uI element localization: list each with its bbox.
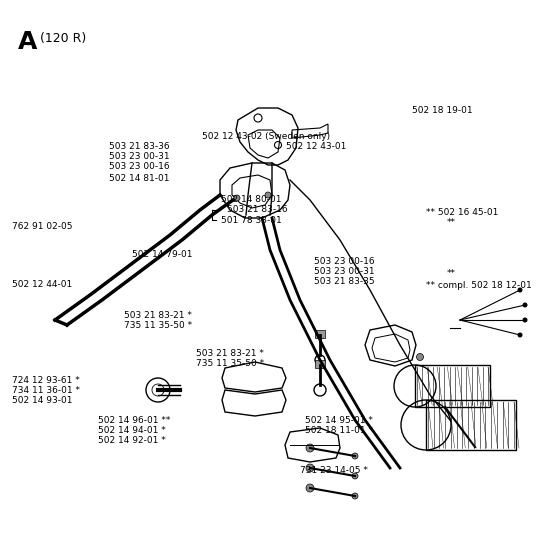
- Text: 502 18 19-01: 502 18 19-01: [412, 106, 472, 115]
- Bar: [315, 330, 325, 338]
- Text: 503 21 83-36: 503 21 83-36: [109, 142, 170, 151]
- Text: 502 12 44-01: 502 12 44-01: [12, 280, 73, 289]
- Text: 503 23 00-31: 503 23 00-31: [314, 267, 374, 276]
- Circle shape: [352, 453, 358, 459]
- Text: **: **: [447, 269, 456, 278]
- Text: 502 12 43-01: 502 12 43-01: [286, 142, 346, 151]
- Circle shape: [306, 464, 314, 472]
- Bar: [415, 365, 490, 407]
- Circle shape: [265, 192, 271, 198]
- Text: 502 14 81-01: 502 14 81-01: [109, 174, 170, 183]
- Text: 502 14 80-01: 502 14 80-01: [221, 195, 282, 204]
- Text: (120 R): (120 R): [40, 32, 86, 45]
- Circle shape: [234, 195, 240, 201]
- Text: 503 23 00-16: 503 23 00-16: [109, 162, 170, 171]
- Text: 502 14 95-01 *: 502 14 95-01 *: [305, 416, 373, 425]
- Text: 502 14 79-01: 502 14 79-01: [132, 250, 192, 259]
- Text: A: A: [18, 30, 38, 54]
- Text: 501 78 33-01: 501 78 33-01: [221, 216, 282, 225]
- Bar: [315, 360, 325, 368]
- Text: 503 21 83-16: 503 21 83-16: [227, 206, 288, 214]
- Text: 503 21 83-21 *: 503 21 83-21 *: [124, 311, 192, 320]
- Text: 503 23 00-31: 503 23 00-31: [109, 152, 170, 161]
- Circle shape: [352, 493, 358, 499]
- Text: ** 502 16 45-01: ** 502 16 45-01: [426, 208, 498, 217]
- Circle shape: [522, 302, 528, 307]
- Text: 734 11 36-01 *: 734 11 36-01 *: [12, 386, 80, 395]
- Text: 502 14 92-01 *: 502 14 92-01 *: [98, 436, 166, 445]
- Circle shape: [517, 287, 522, 292]
- Text: 724 12 93-61 *: 724 12 93-61 *: [12, 376, 80, 385]
- Text: 731 23 14-05 *: 731 23 14-05 *: [300, 466, 367, 475]
- Text: 502 12 43-02 (Sweden only): 502 12 43-02 (Sweden only): [202, 132, 330, 141]
- Text: ** compl. 502 18 12-01: ** compl. 502 18 12-01: [426, 281, 531, 290]
- Text: 503 23 00-16: 503 23 00-16: [314, 257, 374, 266]
- Text: 762 91 02-05: 762 91 02-05: [12, 222, 73, 231]
- Text: 503 21 83-21 *: 503 21 83-21 *: [196, 349, 264, 358]
- Text: 735 11 35-50 *: 735 11 35-50 *: [124, 321, 193, 330]
- Text: 502 18 11-01 *: 502 18 11-01 *: [305, 426, 373, 435]
- Text: 502 14 94-01 *: 502 14 94-01 *: [98, 426, 166, 435]
- Bar: [426, 400, 516, 450]
- Text: 502 14 93-01: 502 14 93-01: [12, 396, 73, 405]
- Text: 503 21 83-35: 503 21 83-35: [314, 277, 374, 286]
- Text: 735 11 35-50 *: 735 11 35-50 *: [196, 360, 264, 368]
- Circle shape: [417, 353, 423, 361]
- Text: 502 14 96-01 **: 502 14 96-01 **: [98, 416, 170, 425]
- Circle shape: [306, 444, 314, 452]
- Circle shape: [352, 473, 358, 479]
- Circle shape: [517, 333, 522, 338]
- Circle shape: [306, 484, 314, 492]
- Circle shape: [522, 318, 528, 323]
- Text: **: **: [447, 218, 456, 227]
